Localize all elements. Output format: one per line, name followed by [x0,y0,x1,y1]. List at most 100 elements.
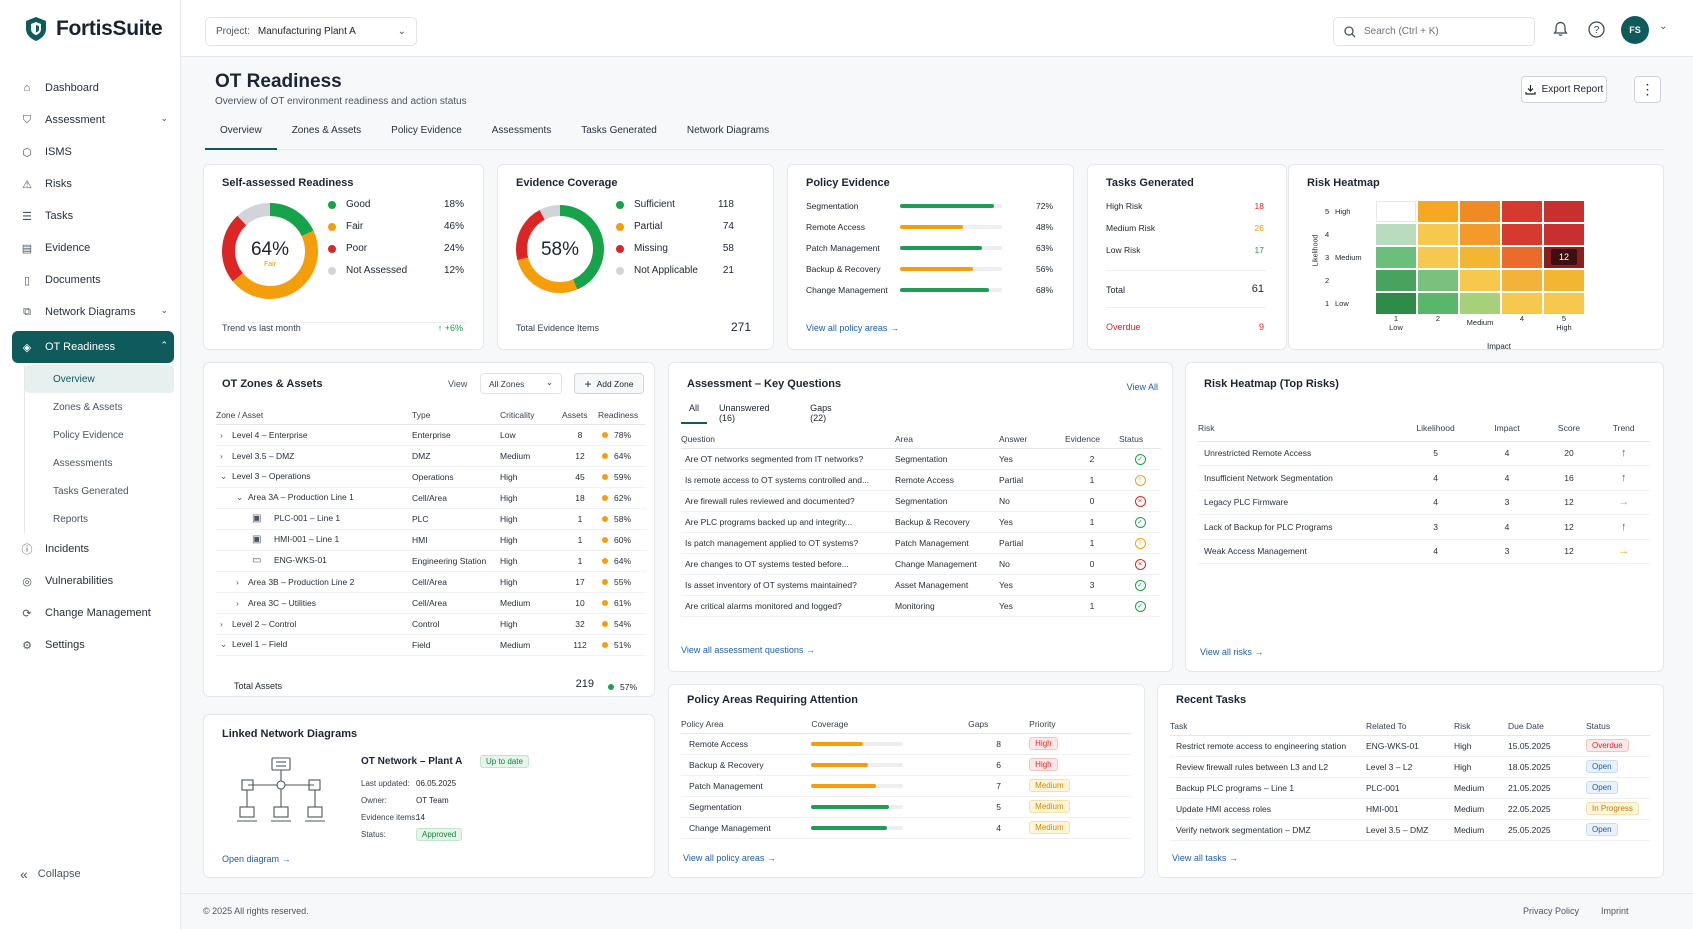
question-tab[interactable]: Gaps (22) [810,403,832,423]
table-row[interactable]: ▭ ENG-WKS-01 Engineering Station High 1 64% [216,550,646,572]
sidebar-item-evidence[interactable]: ▤ Evidence [12,232,174,264]
chevron-right-icon[interactable]: › [236,576,239,587]
more-options-icon[interactable]: ⋮ [1634,76,1661,103]
table-row[interactable]: ▣ HMI-001 – Line 1 HMI High 1 60% [216,529,646,551]
table-row[interactable]: › Level 4 – Enterprise Enterprise Low 8 78% [216,424,646,446]
subnav-item-overview[interactable]: Overview [25,365,174,393]
table-row[interactable]: Backup & Recovery 6 High [681,754,1131,776]
export-report-button[interactable]: Export Report [1521,76,1607,103]
heatmap-cell[interactable] [1376,247,1416,268]
heatmap-cell[interactable] [1460,224,1500,245]
table-row[interactable]: Are PLC programs backed up and integrity… [681,511,1161,533]
sidebar-item-isms[interactable]: ⬡ ISMS [12,136,174,168]
heatmap-cell[interactable] [1418,201,1458,222]
table-row[interactable]: Weak Access Management 4 3 12 → [1198,539,1650,564]
sidebar-item-network-diagrams[interactable]: ⧉ Network Diagrams ⌄ [12,296,174,328]
imprint-link[interactable]: Imprint [1601,906,1629,916]
view-all-questions-footer-link[interactable]: View all assessment questions → [681,645,815,655]
project-selector[interactable]: Project: Manufacturing Plant A ⌄ [205,17,417,46]
sidebar-item-settings[interactable]: ⚙ Settings [12,629,174,661]
table-row[interactable]: Is asset inventory of OT systems maintai… [681,574,1161,596]
table-row[interactable]: Update HMI access roles HMI-001 Medium 22.0… [1170,798,1650,820]
diagram-name[interactable]: OT Network – Plant A [361,756,463,767]
bell-icon[interactable] [1550,19,1570,39]
tab-overview[interactable]: Overview [205,124,277,150]
question-tab[interactable]: Unanswered (16) [719,403,770,423]
table-row[interactable]: Lack of Backup for PLC Programs 3 4 12 ↑ [1198,514,1650,540]
heatmap-cell[interactable] [1460,201,1500,222]
sidebar-item-change-management[interactable]: ⟳ Change Management [12,597,174,629]
table-row[interactable]: › Level 3.5 – DMZ DMZ Medium 12 64% [216,445,646,467]
heatmap-cell[interactable] [1544,293,1584,314]
app-logo[interactable]: FortisSuite [24,16,163,42]
network-diagram-thumbnail[interactable] [232,757,332,829]
heatmap-cell[interactable] [1460,270,1500,291]
table-row[interactable]: Segmentation 5 Medium [681,796,1131,818]
table-row[interactable]: Verify network segmentation – DMZ Level 3… [1170,819,1650,841]
table-row[interactable]: Is patch management applied to OT system… [681,532,1161,554]
tab-assessments[interactable]: Assessments [491,125,552,136]
table-row[interactable]: Backup PLC programs – Line 1 PLC-001 Mediu… [1170,777,1650,799]
heatmap-cell[interactable] [1376,293,1416,314]
chevron-right-icon[interactable]: › [220,429,223,440]
tab-network-diagrams[interactable]: Network Diagrams [686,125,770,136]
heatmap-cell[interactable] [1502,270,1542,291]
tab-tasks-generated[interactable]: Tasks Generated [581,125,657,136]
privacy-policy-link[interactable]: Privacy Policy [1523,906,1580,916]
table-row[interactable]: ⌄ Level 3 – Operations Operations High 45 59% [216,466,646,488]
question-tab[interactable]: All [681,403,708,424]
help-icon[interactable]: ? [1586,19,1606,39]
view-all-tasks-link[interactable]: View all tasks → [1172,853,1238,863]
heatmap-cell[interactable] [1544,270,1584,291]
table-row[interactable]: › Area 3C – Utilities Cell/Area Medium 10 61% [216,592,646,614]
sidebar-item-risks[interactable]: ⚠ Risks [12,168,174,200]
chevron-right-icon[interactable]: › [220,618,223,629]
tab-policy-evidence[interactable]: Policy Evidence [391,125,462,136]
heatmap-cell[interactable] [1502,224,1542,245]
table-row[interactable]: Remote Access 8 High [681,733,1131,755]
open-diagram-link[interactable]: Open diagram → [222,854,291,864]
subnav-item-tasks-generated[interactable]: Tasks Generated [53,485,129,497]
chevron-down-icon[interactable]: ⌄ [1659,21,1668,32]
search-input[interactable]: Search (Ctrl + K) [1333,17,1535,46]
table-row[interactable]: Review firewall rules between L3 and L2 L… [1170,756,1650,778]
table-row[interactable]: Insufficient Network Segmentation 4 4 16 ↑ [1198,465,1650,491]
subnav-item-reports[interactable]: Reports [53,513,89,525]
table-row[interactable]: Are firewall rules reviewed and document… [681,490,1161,512]
heatmap-cell[interactable] [1376,201,1416,222]
chevron-down-icon[interactable]: ⌄ [220,639,228,649]
sidebar-item-ot-readiness[interactable]: ◈ OT Readiness ⌃ [12,331,174,363]
heatmap-cell[interactable] [1418,270,1458,291]
heatmap-cell[interactable] [1418,247,1458,268]
heatmap-cell[interactable] [1502,293,1542,314]
subnav-item-policy-evidence[interactable]: Policy Evidence [53,429,124,441]
table-row[interactable]: ▣ PLC-001 – Line 1 PLC High 1 58% [216,508,646,530]
heatmap-cell[interactable]: 12 [1544,247,1584,268]
sidebar-item-vulnerabilities[interactable]: ◎ Vulnerabilities [12,565,174,597]
table-row[interactable]: Restrict remote access to engineering st… [1170,735,1650,757]
chevron-down-icon[interactable]: ⌄ [236,492,244,502]
table-row[interactable]: Legacy PLC Firmware 4 3 12 → [1198,490,1650,515]
chevron-down-icon[interactable]: ⌄ [220,471,228,481]
add-zone-button[interactable]: + Add Zone [574,373,644,394]
collapse-button[interactable]: « Collapse [20,866,81,882]
table-row[interactable]: Patch Management 7 Medium [681,775,1131,797]
table-row[interactable]: › Area 3B – Production Line 2 Cell/Area Hig… [216,571,646,593]
heatmap-cell[interactable] [1502,201,1542,222]
subnav-item-zones-assets[interactable]: Zones & Assets [53,401,123,413]
heatmap-cell[interactable] [1544,201,1584,222]
heatmap-cell[interactable] [1376,270,1416,291]
view-all-risks-link[interactable]: View all risks → [1200,647,1263,657]
heatmap-cell[interactable] [1502,247,1542,268]
heatmap-cell[interactable] [1460,293,1500,314]
view-all-policy-areas-link[interactable]: View all policy areas → [806,323,899,333]
zone-filter-select[interactable]: All Zones ⌄ [480,373,562,394]
table-row[interactable]: Is remote access to OT systems controlle… [681,469,1161,491]
table-row[interactable]: Are changes to OT systems tested before.… [681,553,1161,575]
subnav-item-assessments[interactable]: Assessments [53,457,113,469]
sidebar-item-tasks[interactable]: ☰ Tasks [12,200,174,232]
table-row[interactable]: › Level 2 – Control Control High 32 54% [216,613,646,635]
table-row[interactable]: Change Management 4 Medium [681,817,1131,839]
sidebar-item-incidents[interactable]: ⓘ Incidents [12,533,174,565]
heatmap-cell[interactable] [1376,224,1416,245]
